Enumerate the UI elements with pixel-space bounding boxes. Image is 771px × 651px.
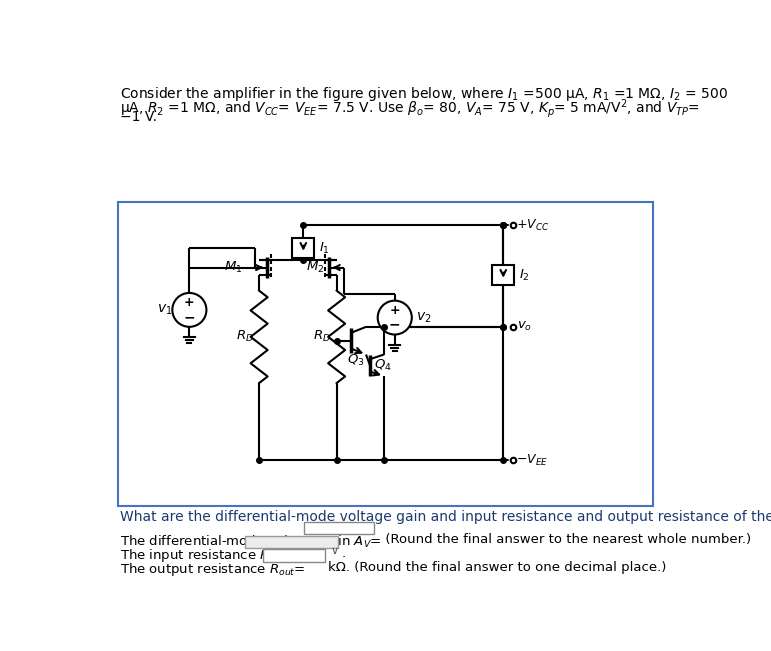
- Text: −1 V.: −1 V.: [120, 109, 157, 124]
- Bar: [118, 202, 653, 506]
- Text: $I_2$: $I_2$: [519, 268, 530, 283]
- Text: $I_1$: $I_1$: [318, 241, 330, 256]
- Text: $M_2$: $M_2$: [305, 260, 324, 275]
- Text: $Q_4$: $Q_4$: [374, 358, 392, 373]
- Text: $v_o$: $v_o$: [517, 320, 532, 333]
- Bar: [292, 238, 314, 258]
- Bar: [493, 265, 514, 285]
- Text: Consider the amplifier in the figure given below, where $\it{I}_1$ =500 μA, $\it: Consider the amplifier in the figure giv…: [120, 85, 728, 103]
- Text: $Q_3$: $Q_3$: [347, 353, 364, 368]
- Text: $R_D$: $R_D$: [313, 329, 332, 344]
- Text: . (Round the final answer to the nearest whole number.): . (Round the final answer to the nearest…: [377, 533, 751, 546]
- Text: $+V_{CC}$: $+V_{CC}$: [516, 217, 549, 233]
- Text: −: −: [389, 318, 401, 332]
- Text: The input resistance $\it{R}_{id}$=: The input resistance $\it{R}_{id}$=: [120, 547, 289, 564]
- Text: +: +: [389, 304, 400, 317]
- Text: μA, $\it{R}_2$ =1 MΩ, and $\it{V}_{CC}$= $\it{V}_{EE}$= 7.5 V. Use $\it{\beta}_o: μA, $\it{R}_2$ =1 MΩ, and $\it{V}_{CC}$=…: [120, 98, 699, 120]
- Text: The differential-mode voltage gain $\it{A}_V$=: The differential-mode voltage gain $\it{…: [120, 533, 381, 550]
- Text: $M_1$: $M_1$: [224, 260, 243, 275]
- Text: kΩ. (Round the final answer to one decimal place.): kΩ. (Round the final answer to one decim…: [328, 561, 666, 574]
- Text: .: .: [342, 547, 345, 560]
- Text: The output resistance $\it{R}_{out}$=: The output resistance $\it{R}_{out}$=: [120, 561, 305, 578]
- Text: −: −: [183, 310, 195, 324]
- Bar: [263, 549, 325, 562]
- Text: $R_D$: $R_D$: [236, 329, 254, 344]
- Bar: [245, 536, 338, 548]
- Circle shape: [173, 293, 207, 327]
- Text: $-V_{EE}$: $-V_{EE}$: [516, 452, 547, 467]
- Circle shape: [378, 301, 412, 335]
- Text: $v_1$: $v_1$: [157, 303, 172, 317]
- Text: What are the differential-mode voltage gain and input resistance and output resi: What are the differential-mode voltage g…: [120, 510, 771, 524]
- Text: +: +: [184, 296, 195, 309]
- Text: $v_2$: $v_2$: [416, 311, 432, 325]
- Bar: [304, 521, 374, 534]
- Text: ∨: ∨: [331, 546, 338, 555]
